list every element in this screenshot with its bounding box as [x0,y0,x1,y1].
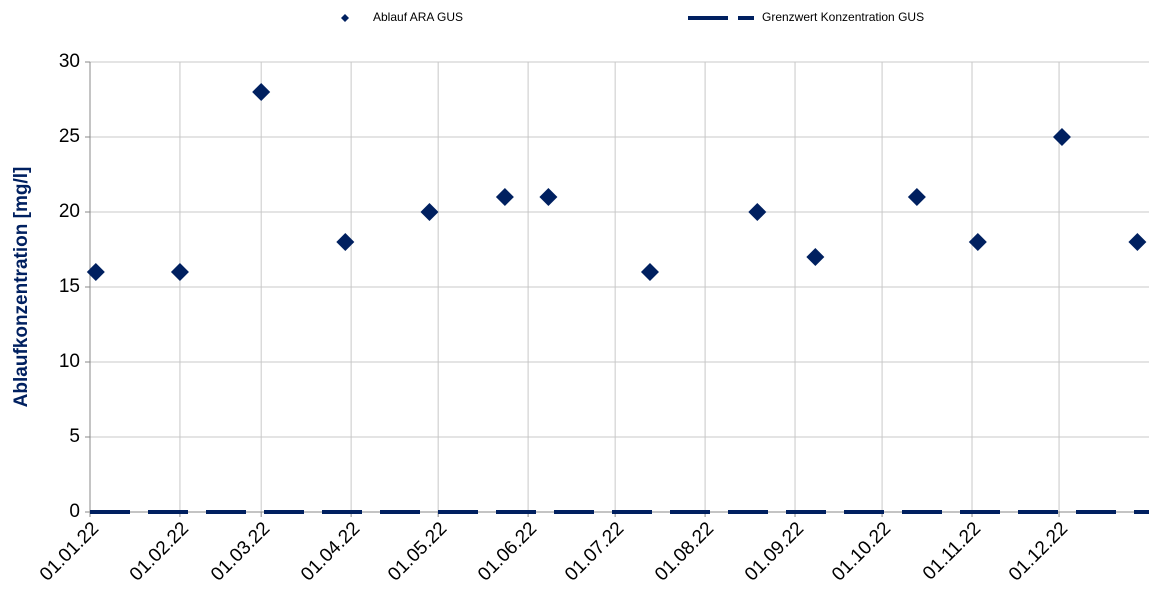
x-tick-label: 01.07.22 [561,518,628,585]
data-point [968,233,987,251]
x-tick-label: 01.05.22 [384,518,451,585]
x-tick-label: 01.01.22 [36,518,103,585]
x-tick-label: 01.03.22 [207,518,274,585]
x-tick-label: 01.11.22 [919,518,985,584]
data-point [806,248,825,266]
legend-label: Ablauf ARA GUS [373,10,463,24]
legend-marker [341,14,349,22]
data-point [170,263,189,281]
data-point [1052,128,1071,146]
y-tick-label: 15 [59,276,80,297]
x-tick-label: 01.06.22 [474,518,541,585]
y-tick-label: 10 [59,351,80,372]
y-tick-label: 30 [59,51,80,72]
legend-label: Grenzwert Konzentration GUS [762,10,924,24]
data-point [495,188,514,206]
y-tick-label: 5 [69,426,80,447]
data-point [86,263,105,281]
data-point [539,188,558,206]
y-tick-label: 25 [59,126,80,147]
data-point [420,203,439,221]
y-axis-label: Ablaufkonzentration [mg/l] [11,167,32,408]
y-tick-label: 0 [69,501,80,522]
data-point [252,83,271,101]
y-tick-label: 20 [59,201,80,222]
x-tick-label: 01.08.22 [651,518,718,585]
x-tick-label: 01.09.22 [741,518,808,585]
data-point [336,233,355,251]
x-tick-label: 01.04.22 [297,518,364,585]
data-point [1128,233,1147,251]
x-tick-label: 01.12.22 [1005,518,1072,585]
data-point [640,263,659,281]
data-point [748,203,767,221]
data-point [907,188,926,206]
x-tick-label: 01.02.22 [126,518,193,585]
x-tick-label: 01.10.22 [828,518,895,585]
